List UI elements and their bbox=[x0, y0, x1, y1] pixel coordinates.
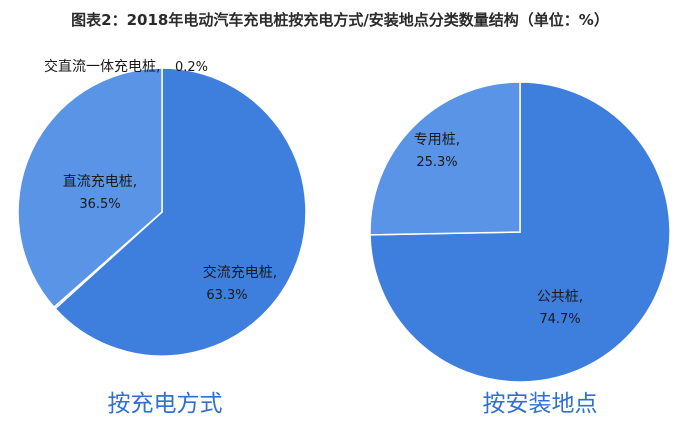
label-ac: 交流充电桩, bbox=[203, 264, 277, 281]
caption-install-location: 按安装地点 bbox=[482, 391, 598, 417]
label-dedicated: 专用桩, bbox=[414, 131, 460, 148]
label-acdc: 交直流一体充电桩, bbox=[44, 58, 160, 75]
value-dc: 36.5% bbox=[79, 197, 120, 212]
pie-charging-method: 交流充电桩, 63.3% 交直流一体充电桩, 0.2% 直流充电桩, 36.5% bbox=[17, 58, 307, 357]
value-acdc: 0.2% bbox=[175, 60, 208, 75]
value-dedicated: 25.3% bbox=[416, 155, 457, 170]
caption-charging-method: 按充电方式 bbox=[107, 391, 223, 417]
slice-dedicated bbox=[369, 81, 521, 236]
label-public: 公共桩, bbox=[537, 288, 583, 305]
slice-dc bbox=[17, 67, 163, 309]
value-public: 74.7% bbox=[539, 312, 580, 327]
chart-title: 图表2：2018年电动汽车充电桩按充电方式/安装地点分类数量结构（单位：%） bbox=[71, 11, 609, 29]
label-dc: 直流充电桩, bbox=[63, 173, 137, 190]
value-ac: 63.3% bbox=[206, 288, 247, 303]
pie-install-location: 公共桩, 74.7% 专用桩, 25.3% bbox=[369, 81, 671, 383]
slice-ac bbox=[54, 67, 307, 357]
